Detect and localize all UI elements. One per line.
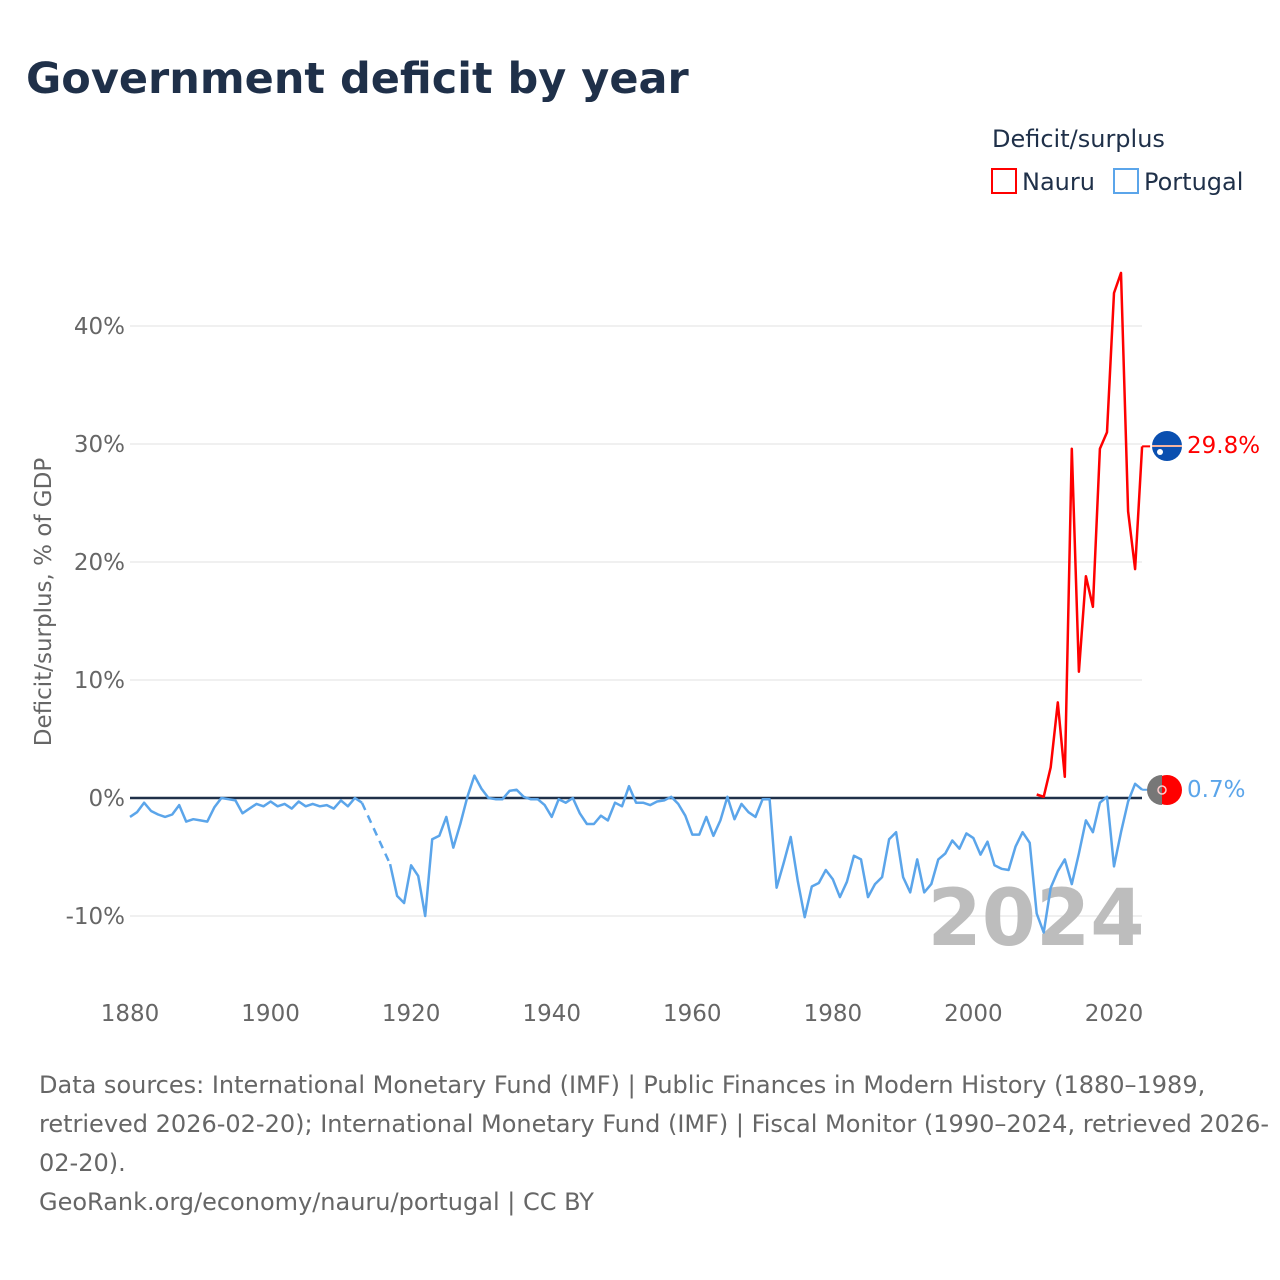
series-line-portugal (388, 774, 1143, 934)
y-tick-label: 40% (74, 314, 125, 340)
x-tick-labels: 1880 1900 1920 1940 1960 1980 2000 2020 (101, 1001, 1144, 1027)
y-axis-label: Deficit/surplus, % of GDP (31, 458, 57, 747)
y-tick-label: 10% (74, 668, 125, 694)
legend-swatch-portugal (1113, 168, 1139, 194)
legend-swatch-nauru (991, 168, 1017, 194)
footer-link[interactable]: GeoRank.org/economy/nauru/portugal | CC … (39, 1188, 594, 1216)
x-tick-label: 1980 (804, 1001, 863, 1027)
legend-label-portugal: Portugal (1144, 168, 1243, 196)
gridlines (130, 325, 1142, 917)
y-tick-label: 20% (74, 550, 125, 576)
series-lines (129, 271, 1151, 934)
series-line-portugal (129, 796, 363, 823)
x-tick-label: 1880 (101, 1001, 160, 1027)
x-tick-label: 1960 (663, 1001, 722, 1027)
footer-sources-line2: retrieved 2026-02-20); International Mon… (39, 1110, 1269, 1138)
y-tick-labels: -10% 0% 10% 20% 30% 40% (66, 314, 125, 930)
y-tick-label: -10% (66, 904, 125, 930)
legend-title: Deficit/surplus (992, 125, 1165, 153)
x-tick-label: 2020 (1085, 1001, 1144, 1027)
legend-item-nauru[interactable]: Nauru (991, 168, 1095, 196)
end-marker-nauru: 29.8% (1152, 431, 1260, 461)
end-label-portugal: 0.7% (1187, 777, 1245, 803)
series-line-nauru (1036, 271, 1144, 799)
x-tick-label: 2000 (944, 1001, 1003, 1027)
legend-item-portugal[interactable]: Portugal (1113, 168, 1243, 196)
chart-title: Government deficit by year (26, 54, 690, 104)
series-gap-portugal (360, 802, 392, 865)
legend-label-nauru: Nauru (1022, 168, 1095, 196)
y-tick-label: 0% (89, 786, 126, 812)
footer-sources-line3: 02-20). (39, 1149, 126, 1177)
x-tick-label: 1900 (241, 1001, 300, 1027)
footer-sources-line1: Data sources: International Monetary Fun… (39, 1071, 1205, 1099)
x-tick-label: 1940 (522, 1001, 581, 1027)
end-marker-portugal: 0.7% (1147, 775, 1245, 805)
x-tick-label: 1920 (382, 1001, 441, 1027)
y-tick-label: 30% (74, 432, 125, 458)
end-label-nauru: 29.8% (1187, 433, 1260, 459)
year-watermark: 2024 (927, 874, 1144, 964)
